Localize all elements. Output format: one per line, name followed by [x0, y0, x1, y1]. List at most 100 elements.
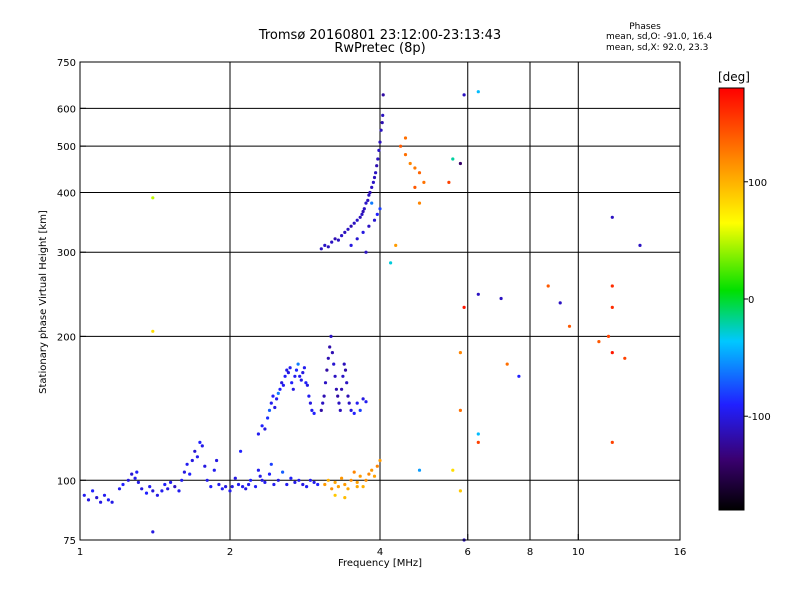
data-point	[334, 387, 338, 391]
data-point	[370, 185, 374, 189]
data-point	[323, 482, 327, 487]
data-point	[346, 487, 350, 491]
data-point	[349, 224, 353, 228]
data-point	[349, 243, 353, 247]
data-point	[220, 487, 224, 491]
data-point	[258, 474, 262, 478]
data-point	[329, 334, 333, 338]
data-point	[285, 368, 289, 372]
y-tick-label: 600	[57, 104, 76, 115]
data-point	[215, 458, 219, 463]
data-point	[378, 140, 382, 144]
data-point	[343, 482, 347, 487]
data-point	[340, 387, 344, 391]
data-point	[364, 400, 368, 404]
data-point	[371, 180, 375, 184]
data-point	[239, 449, 243, 453]
data-point	[267, 472, 272, 476]
data-point	[293, 374, 297, 378]
data-point	[301, 371, 305, 375]
data-point	[193, 449, 197, 453]
data-point	[458, 161, 462, 166]
data-point	[458, 489, 462, 493]
data-point	[177, 489, 181, 493]
data-point	[343, 368, 348, 372]
y-tick-label: 100	[57, 476, 76, 487]
data-point	[623, 356, 627, 360]
data-point	[375, 164, 379, 168]
data-point	[345, 381, 349, 385]
data-point	[305, 485, 309, 489]
data-point	[203, 464, 207, 468]
data-point	[233, 476, 237, 480]
data-point	[328, 345, 332, 349]
data-point	[195, 455, 199, 459]
data-point	[260, 478, 264, 482]
data-point	[291, 387, 295, 391]
y-tick-label: 75	[63, 536, 76, 547]
data-point	[308, 478, 312, 482]
data-point	[209, 485, 213, 489]
data-point	[283, 374, 287, 378]
data-point	[403, 153, 408, 157]
data-point	[260, 424, 264, 428]
data-point	[263, 427, 267, 431]
data-point	[294, 368, 299, 372]
data-point	[372, 175, 377, 180]
data-point	[276, 391, 280, 395]
data-point	[302, 366, 306, 370]
data-point	[341, 374, 345, 378]
data-point	[343, 230, 347, 234]
data-point	[280, 381, 284, 385]
data-point	[381, 93, 385, 97]
data-point	[358, 474, 362, 478]
data-point	[212, 468, 216, 472]
data-point	[546, 284, 550, 288]
chart-subtitle: RwPretec (8p)	[334, 41, 426, 56]
data-point	[173, 485, 177, 489]
x-tick-label: 4	[377, 547, 383, 558]
data-point	[133, 476, 137, 480]
data-point	[413, 166, 417, 170]
data-point	[180, 478, 184, 482]
data-point	[316, 482, 320, 487]
data-point	[597, 340, 601, 344]
data-point	[290, 381, 294, 385]
data-point	[256, 432, 260, 436]
data-point	[376, 157, 380, 161]
data-point	[451, 157, 455, 161]
phase-stat-x: mean, sd,X: 92.0, 23.3	[606, 43, 709, 53]
data-point	[272, 482, 276, 487]
data-point	[476, 440, 480, 444]
data-point	[160, 489, 164, 493]
data-point	[389, 261, 393, 265]
data-point	[340, 476, 344, 480]
y-axis-ticks: 75 100 200 300 400 500 600 750	[57, 58, 86, 547]
data-point	[352, 411, 356, 415]
data-point	[305, 383, 309, 387]
chart-title: Tromsø 20160801 23:12:00-23:13:43	[258, 28, 502, 43]
data-point	[82, 493, 86, 497]
data-point	[296, 362, 300, 366]
data-point	[417, 468, 422, 472]
data-point	[447, 180, 451, 184]
data-point	[381, 113, 385, 117]
data-point	[155, 493, 159, 497]
data-point	[151, 530, 155, 534]
data-point	[169, 480, 173, 484]
data-point	[355, 401, 359, 405]
colorbar-unit: [deg]	[718, 70, 750, 84]
data-point	[336, 238, 340, 242]
data-point	[293, 480, 297, 484]
data-point	[244, 487, 248, 491]
y-tick-label: 750	[57, 58, 76, 69]
data-point	[417, 201, 422, 205]
data-point	[325, 368, 329, 372]
data-point	[567, 324, 572, 328]
data-point	[367, 224, 371, 228]
data-point	[99, 500, 103, 504]
data-point	[340, 234, 344, 238]
data-point	[422, 180, 426, 184]
